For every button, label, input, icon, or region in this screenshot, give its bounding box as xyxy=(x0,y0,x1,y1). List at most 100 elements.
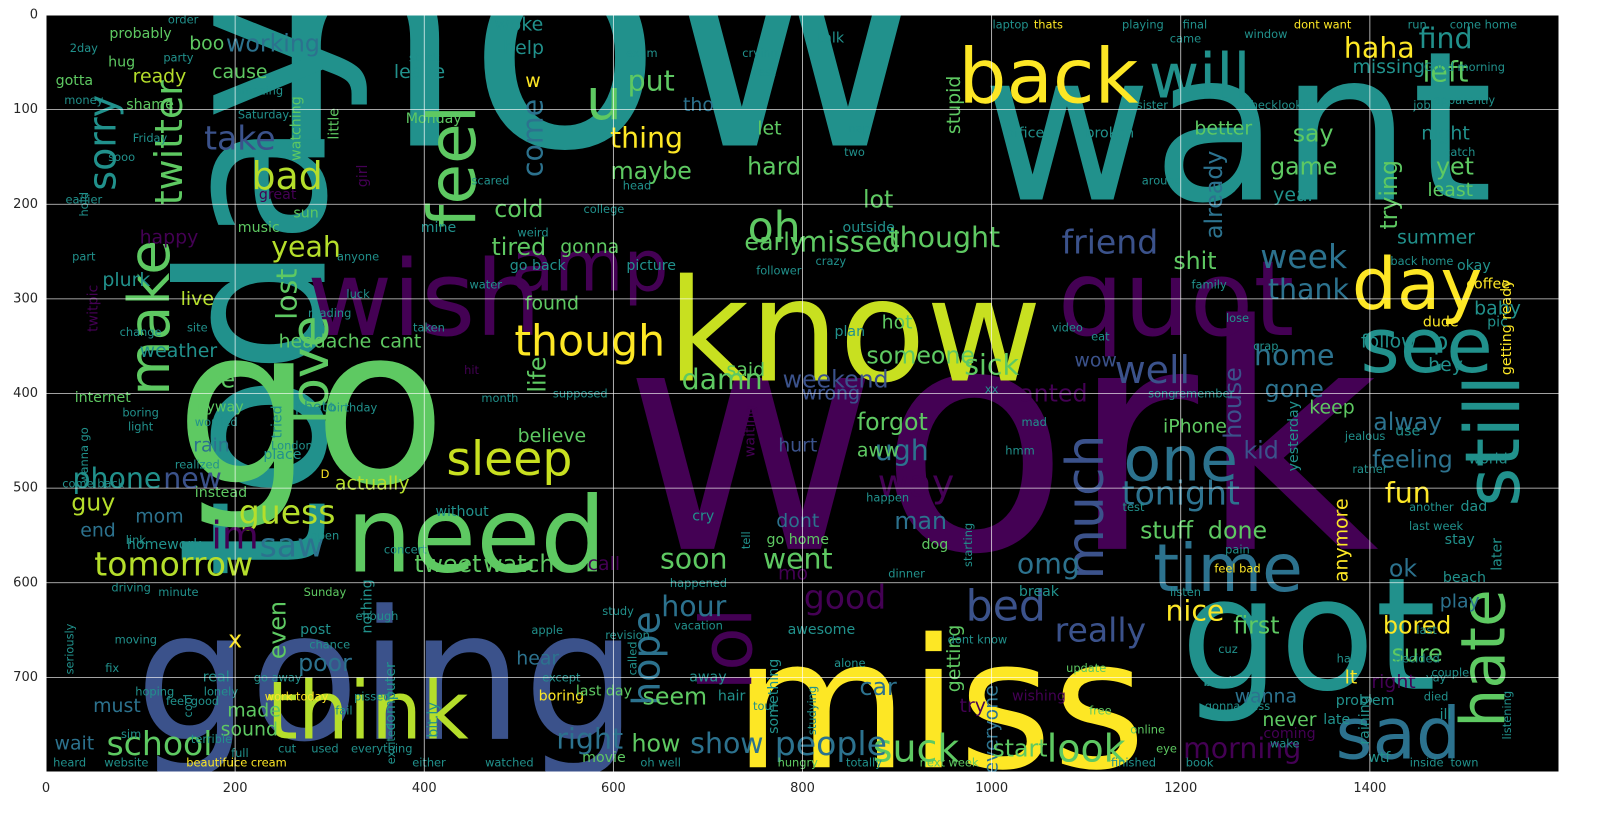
word-hand: hand xyxy=(1337,651,1366,665)
x-axis-ticks: 0 200 400 600 800 1000 1200 1400 xyxy=(42,781,1387,796)
word-saw: saw xyxy=(260,525,325,564)
y-tick-label: 600 xyxy=(13,575,38,590)
word-little: little xyxy=(326,108,342,140)
word-hmm: hmm xyxy=(1005,443,1034,457)
word-soon: soon xyxy=(660,543,728,576)
word-nap: nap xyxy=(849,122,870,136)
word-right: right xyxy=(1371,671,1415,693)
word-damn: damn xyxy=(682,363,763,396)
word-come-back: come back xyxy=(62,476,124,490)
word-site: site xyxy=(187,320,208,334)
word-cry: cry xyxy=(692,509,714,525)
word-said: said xyxy=(726,359,765,381)
word-watching: watching xyxy=(289,96,305,161)
word-weather: weather xyxy=(140,340,218,362)
word-pissed: pissed xyxy=(354,689,391,703)
x-tick-label: 1000 xyxy=(975,781,1008,796)
word-apparently: apparently xyxy=(1434,93,1496,107)
word-omg: omg xyxy=(1017,547,1080,580)
word-much: much xyxy=(1056,434,1116,579)
word-month: month xyxy=(481,391,518,405)
word-playing: playing xyxy=(1122,17,1164,31)
word-time: time xyxy=(1153,530,1303,607)
word-outside: outside xyxy=(843,220,895,236)
word-guess: guess xyxy=(239,492,336,531)
word-work-today: work today xyxy=(265,689,329,703)
word-crying: crying xyxy=(742,46,777,60)
word-crap: crap xyxy=(1253,339,1278,353)
word-looking: looking xyxy=(1278,98,1319,112)
word-without: without xyxy=(435,504,489,520)
word-wake: wake xyxy=(1270,737,1300,751)
word-dog: dog xyxy=(922,537,949,553)
word-test: test xyxy=(1123,500,1145,514)
word-chance: chance xyxy=(309,637,350,651)
word-lol: lol xyxy=(685,608,768,691)
word-twitpic: twitpic xyxy=(85,285,101,332)
word-yesterday: yesterday xyxy=(1286,401,1302,472)
y-tick-label: 300 xyxy=(13,291,38,306)
word-aww: aww xyxy=(857,439,899,461)
word-early: early xyxy=(744,228,803,256)
word-fix: fix xyxy=(105,661,119,675)
word-hey: hey xyxy=(1428,354,1463,376)
word-order: order xyxy=(168,13,199,27)
word-tell: tell xyxy=(739,531,753,549)
word-how: how xyxy=(631,730,680,758)
word-go: go xyxy=(175,281,446,534)
word-listening: listening xyxy=(1500,691,1514,740)
word-crazy: crazy xyxy=(816,254,847,268)
word-shit: shit xyxy=(1173,247,1216,275)
word-weekend: weekend xyxy=(783,365,889,393)
word-gonna: gonna xyxy=(560,236,619,258)
word-mine: mine xyxy=(421,220,456,236)
word-girl: girl xyxy=(355,164,371,187)
word-family: family xyxy=(1192,278,1227,292)
word-watched: watched xyxy=(485,756,533,770)
word-need: need xyxy=(346,474,606,596)
word-came: came xyxy=(1170,32,1201,46)
word-cold: cold xyxy=(494,195,543,223)
word-free: free xyxy=(1089,703,1111,717)
word-kid: kid xyxy=(1243,436,1278,464)
word-internet: internet xyxy=(75,390,132,406)
word-dont: dont xyxy=(776,510,819,532)
word-hungry: hungry xyxy=(778,756,819,770)
word-d: D xyxy=(321,467,330,481)
word-iphone: iPhone xyxy=(1163,416,1227,438)
word-help: help xyxy=(503,37,544,59)
word-reading: reading xyxy=(308,306,351,320)
word-mom: mom xyxy=(135,506,183,528)
word-yeah: yeah xyxy=(271,230,341,263)
word-first: first xyxy=(1233,611,1279,639)
word-job: job xyxy=(1412,98,1430,112)
word-got: got xyxy=(1181,544,1437,726)
word-summer: summer xyxy=(1397,226,1475,248)
word-gotta: gotta xyxy=(56,73,94,89)
word-show: show xyxy=(690,727,763,760)
word-anyway: anyway xyxy=(189,400,244,416)
word-run: run xyxy=(1408,17,1427,31)
word-vacation: vacation xyxy=(674,618,723,632)
word-pic: pic xyxy=(1487,315,1508,331)
word-hug: hug xyxy=(108,54,135,70)
word-feeling: feeling xyxy=(1372,446,1453,474)
word-post: post xyxy=(300,622,331,638)
word-watch: watch xyxy=(483,550,554,578)
word-town: town xyxy=(1450,756,1478,770)
word-mad: mad xyxy=(1022,415,1047,429)
word-link: link xyxy=(126,533,147,547)
word-photo: photo xyxy=(295,400,336,416)
x-tick-label: 200 xyxy=(223,781,248,796)
word-shame: shame xyxy=(126,97,174,113)
word-another: another xyxy=(1409,500,1454,514)
word-wait: wait xyxy=(55,733,95,755)
word-wanna-go: wanna go xyxy=(77,427,91,483)
word-really: really xyxy=(1055,611,1146,650)
x-tick-label: 1200 xyxy=(1164,781,1197,796)
word-say: say xyxy=(1293,119,1334,147)
word-died: died xyxy=(1424,689,1449,703)
word-found: found xyxy=(525,293,579,315)
word-lost: lost xyxy=(271,269,304,320)
y-tick-label: 0 xyxy=(30,8,38,23)
